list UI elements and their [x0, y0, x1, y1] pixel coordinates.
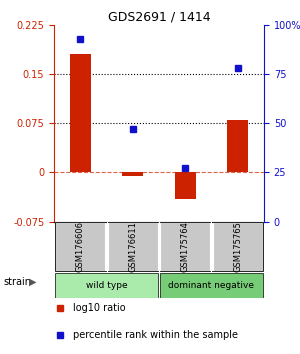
Bar	[227, 120, 248, 172]
Text: strain: strain	[3, 277, 31, 287]
Text: dominant negative: dominant negative	[169, 281, 254, 290]
Bar	[108, 222, 158, 271]
Bar	[55, 273, 158, 298]
Bar	[160, 273, 263, 298]
Text: ▶: ▶	[28, 277, 36, 287]
Text: percentile rank within the sample: percentile rank within the sample	[73, 330, 238, 339]
Bar	[212, 222, 263, 271]
Text: GSM176606: GSM176606	[76, 221, 85, 272]
Title: GDS2691 / 1414: GDS2691 / 1414	[108, 11, 210, 24]
Text: log10 ratio: log10 ratio	[73, 303, 125, 313]
Text: GSM175764: GSM175764	[181, 221, 190, 272]
Bar	[55, 222, 263, 271]
Bar	[122, 172, 143, 176]
Bar	[55, 222, 106, 271]
Bar	[70, 54, 91, 172]
Bar	[160, 222, 210, 271]
Text: GSM175765: GSM175765	[233, 221, 242, 272]
Text: GSM176611: GSM176611	[128, 221, 137, 272]
Text: wild type: wild type	[86, 281, 127, 290]
Bar	[175, 172, 196, 199]
